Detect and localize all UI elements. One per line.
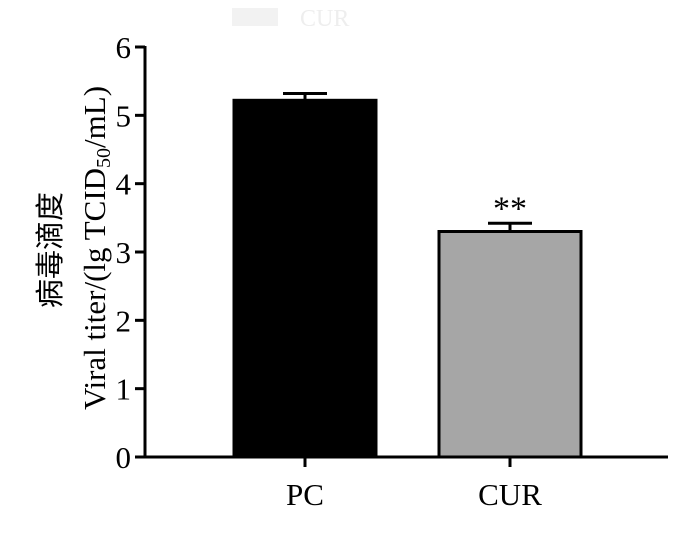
significance-marker: ** (493, 190, 527, 227)
y-tick-label-1: 1 (116, 372, 132, 407)
bar-cur (437, 230, 583, 459)
y-axis-title-prefix: Viral titer/(lg TCID (77, 168, 112, 410)
y-axis-title-subscript: 50 (93, 148, 115, 168)
x-tick-label-cur: CUR (478, 477, 542, 512)
y-tick-label-3: 3 (116, 235, 132, 270)
legend-swatch (232, 8, 278, 26)
bar-pc (232, 98, 378, 459)
y-tick-label-6: 6 (116, 30, 132, 65)
legend-label: CUR (300, 6, 349, 32)
y-tick-label-2: 2 (116, 303, 132, 338)
y-axis-title-chinese: 病毒滴度 (33, 192, 67, 308)
svg-text:病毒滴度 Viral titer/(lg TCI: 病毒滴度 Viral titer/(lg TCID50/mL) (33, 86, 115, 410)
y-axis-title-suffix: /mL) (77, 86, 112, 148)
plot-area: PC CUR ** 0 1 2 3 4 5 6 (116, 30, 668, 512)
y-tick-label-4: 4 (116, 167, 132, 202)
y-tick-label-5: 5 (116, 98, 132, 133)
legend: CUR (232, 6, 349, 32)
y-axis-title: 病毒滴度 Viral titer/(lg TCID50/mL) (33, 86, 115, 410)
y-tick-label-0: 0 (116, 440, 132, 475)
x-tick-label-pc: PC (286, 477, 324, 512)
